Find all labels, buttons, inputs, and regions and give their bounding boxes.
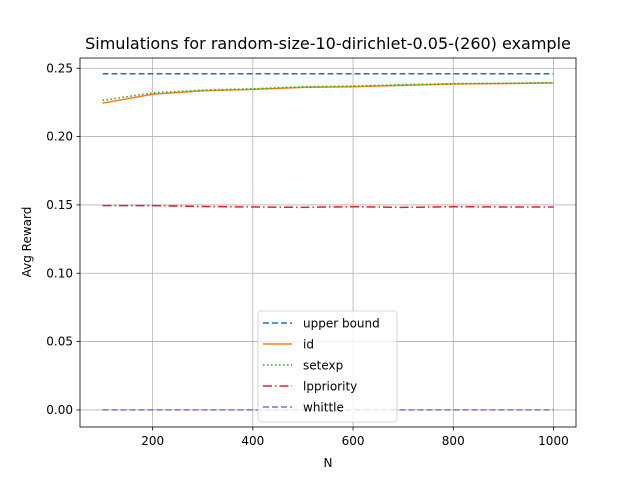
legend-label: upper bound (303, 317, 380, 331)
legend: upper bound id setexp lppriority whittle (257, 310, 398, 423)
axis-ticks: 200 400 600 800 1000 0.00 0.05 0.10 0.15 0.20 0.25 (46, 61, 568, 448)
axes-frame (79, 57, 577, 428)
y-tick-label: 0.15 (46, 198, 73, 212)
legend-label: lppriority (303, 380, 357, 394)
grid (80, 58, 576, 427)
legend-label: whittle (303, 401, 344, 415)
legend-box (257, 310, 398, 423)
x-tick-label: 200 (141, 434, 164, 448)
y-tick-label: 0.20 (46, 130, 73, 144)
y-axis-label: Avg Reward (20, 207, 34, 278)
x-tick-label: 600 (342, 434, 365, 448)
y-tick-label: 0.00 (46, 403, 73, 417)
y-tick-label: 0.10 (46, 266, 73, 280)
legend-label: setexp (303, 359, 343, 373)
y-tick-label: 0.25 (46, 61, 73, 75)
legend-label: id (303, 338, 314, 352)
series-line-2 (102, 81, 554, 102)
y-tick-label: 0.05 (46, 335, 73, 349)
x-tick-label: 400 (241, 434, 264, 448)
x-tick-label: 1000 (538, 434, 569, 448)
chart-title: Simulations for random-size-10-dirichlet… (85, 34, 571, 53)
x-axis-label: N (324, 456, 333, 470)
series-line-3 (102, 204, 554, 209)
x-tick-label: 800 (442, 434, 465, 448)
